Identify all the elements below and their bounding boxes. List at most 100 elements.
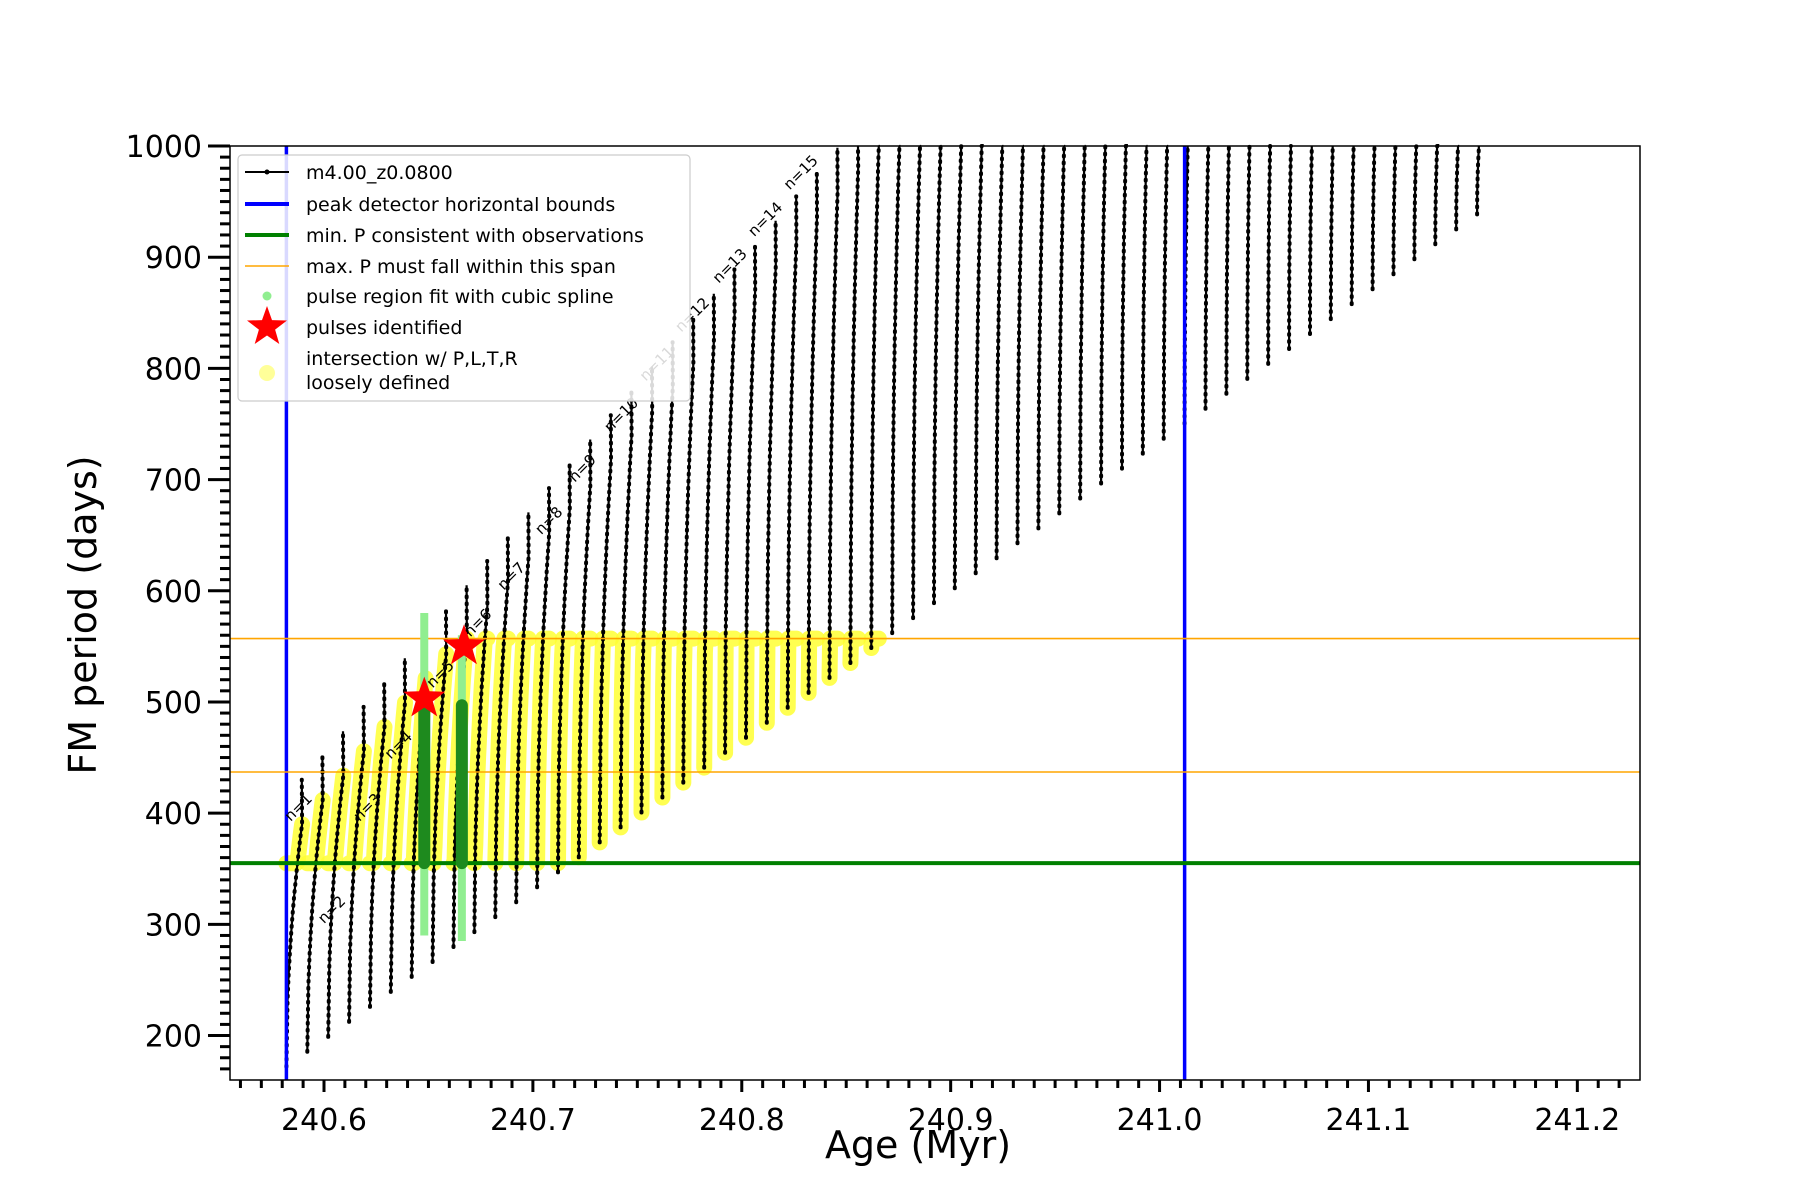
period-curve-markers	[1266, 144, 1273, 366]
pulses-identified-layer	[403, 624, 485, 717]
period-curve-markers	[1475, 144, 1481, 217]
period-curve-markers	[639, 364, 655, 815]
period-curve-markers	[493, 534, 511, 920]
period-curve-markers	[1140, 144, 1149, 456]
period-curve-markers	[1349, 144, 1356, 307]
y-axis-title: FM period (days)	[61, 455, 105, 774]
period-curve-markers	[284, 777, 305, 1069]
legend-label: max. P must fall within this span	[306, 256, 616, 278]
period-curve-markers	[744, 243, 758, 740]
period-curve-markers	[1099, 144, 1108, 486]
legend-label: loosely defined	[306, 372, 450, 394]
pulse-number-label: n=7	[494, 559, 529, 594]
legend-label: min. P consistent with observations	[306, 225, 644, 247]
y-tick-label: 500	[145, 686, 202, 721]
y-tick-label: 600	[145, 575, 202, 610]
period-curve-markers	[535, 486, 552, 890]
y-tick-label: 900	[145, 241, 202, 276]
period-curve-pulse	[1267, 145, 1272, 364]
period-curve-markers	[869, 144, 881, 650]
x-axis-title: Age (Myr)	[825, 1123, 1011, 1167]
y-tick-label: 700	[145, 464, 202, 499]
period-curve-markers	[1036, 144, 1046, 531]
period-curve-markers	[1328, 144, 1335, 322]
x-tick-label: 241.2	[1534, 1103, 1620, 1138]
legend-box	[237, 154, 691, 402]
legend-swatch-model-marker	[264, 169, 270, 175]
period-curve-markers	[723, 267, 737, 755]
legend-label: m4.00_z0.0800	[306, 162, 453, 184]
pulse-identified-star	[403, 676, 446, 717]
period-curve-markers	[1203, 144, 1211, 411]
pulse-number-label: n=2	[314, 892, 349, 927]
period-curve-pulse	[974, 144, 983, 574]
period-curve-markers	[472, 559, 490, 935]
legend-label: pulses identified	[306, 317, 462, 339]
period-curve-markers	[890, 144, 902, 636]
period-curve-markers	[326, 729, 346, 1039]
period-curve-markers	[827, 145, 840, 680]
x-tick-label: 240.9	[908, 1103, 994, 1138]
period-curve-pulse	[1162, 144, 1169, 439]
period-curve-markers	[556, 461, 572, 875]
legend-label: peak detector horizontal bounds	[306, 194, 615, 216]
period-curve-markers	[388, 656, 408, 994]
spline-region-layer	[418, 613, 468, 942]
period-curve-markers	[514, 510, 531, 905]
axes-layer: 240.6 240.7 240.8 240.9 241.0 241.1 241.2 200 30…	[126, 130, 1621, 1138]
period-curve-markers	[806, 170, 820, 695]
period-curve-markers	[994, 144, 1005, 561]
legend-swatch-spline-dot	[262, 291, 272, 301]
intersection-region	[299, 792, 331, 872]
period-curve-markers	[305, 753, 325, 1054]
period-curve-markers	[597, 413, 614, 845]
legend-swatch-star	[247, 306, 287, 344]
x-tick-label: 241.0	[1117, 1103, 1203, 1138]
period-curve-markers	[848, 144, 861, 665]
period-curve-markers	[1078, 144, 1087, 501]
y-tick-label: 1000	[126, 130, 202, 165]
period-curve-markers	[368, 680, 387, 1009]
period-curve-markers	[1433, 144, 1440, 247]
period-curve-markers	[660, 340, 675, 800]
period-curve-markers	[1224, 144, 1231, 396]
period-curve-markers	[702, 291, 717, 770]
period-curve-markers	[618, 388, 634, 830]
period-curve-markers	[430, 607, 449, 964]
legend-label: intersection w/ P,L,T,R	[306, 348, 518, 370]
period-curve-markers	[1057, 144, 1067, 516]
period-curve-markers	[576, 437, 593, 860]
period-curve-markers	[1287, 144, 1293, 351]
y-tick-label: 200	[145, 1020, 202, 1055]
pulse-identified-star	[443, 624, 485, 665]
period-curve-markers	[764, 218, 778, 725]
x-tick-label: 241.1	[1325, 1103, 1411, 1138]
x-tick-label: 240.6	[281, 1103, 367, 1138]
period-curve-pulse	[953, 144, 963, 589]
period-curve-markers	[785, 194, 799, 710]
period-curve-markers	[911, 144, 923, 621]
period-curve-markers	[952, 144, 964, 591]
legend-label: pulse region fit with cubic spline	[306, 286, 614, 308]
x-tick-label: 240.8	[699, 1103, 785, 1138]
legend-swatch-intersection-dot	[259, 365, 275, 381]
y-tick-label: 300	[145, 908, 202, 943]
period-curve-markers	[681, 316, 696, 785]
period-curve-markers	[347, 704, 366, 1024]
period-curve-markers	[1391, 144, 1398, 277]
period-curve-markers	[1370, 144, 1377, 292]
y-tick-label: 400	[145, 797, 202, 832]
period-curve-markers	[1454, 144, 1461, 232]
period-curve-markers	[1245, 144, 1252, 381]
pulse-number-label: n=8	[531, 503, 566, 538]
period-curve-layer	[284, 144, 1481, 1069]
pulse-number-label: n=14	[744, 198, 786, 240]
period-curve-markers	[1120, 144, 1128, 471]
period-curve-markers	[1308, 144, 1314, 336]
period-curve-markers	[932, 144, 943, 606]
x-tick-label: 240.7	[490, 1103, 576, 1138]
pulse-number-label: n=13	[709, 245, 751, 287]
y-tick-label: 800	[145, 352, 202, 387]
